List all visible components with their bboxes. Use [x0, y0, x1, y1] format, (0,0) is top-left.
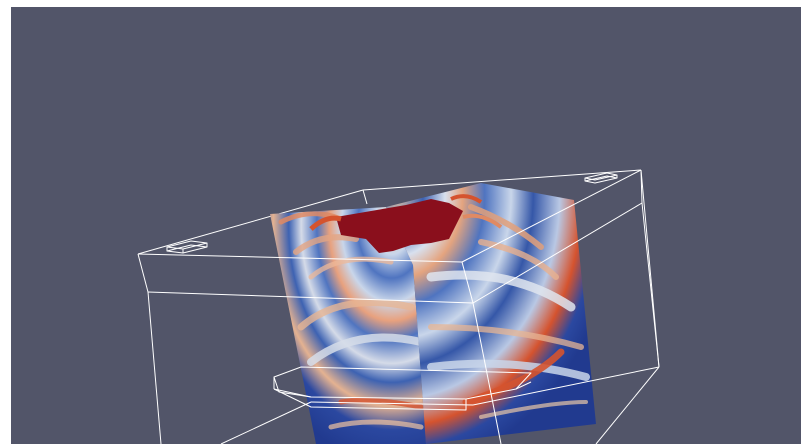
receiver-marker[interactable] — [584, 172, 618, 184]
source-marker[interactable] — [166, 240, 208, 254]
outline-box-front — [137, 169, 660, 444]
slice-plane-x[interactable] — [270, 207, 426, 444]
receiver-plane — [273, 366, 532, 411]
outline-box-back — [137, 169, 660, 368]
scene-canvas[interactable] — [11, 7, 801, 444]
source-region — [309, 194, 503, 253]
slice-plane-y[interactable] — [386, 183, 596, 444]
render-view[interactable] — [11, 7, 801, 444]
